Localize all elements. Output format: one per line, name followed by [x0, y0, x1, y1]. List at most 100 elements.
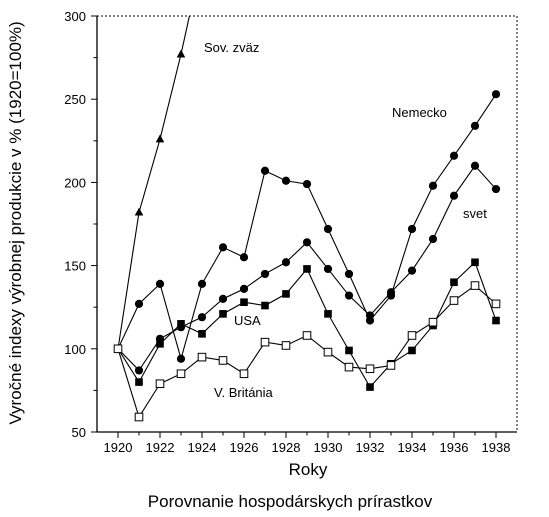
x-tick-label: 1936	[440, 440, 469, 455]
x-tick-label: 1930	[314, 440, 343, 455]
data-point-v-brit-nia	[491, 299, 501, 309]
series-label-nemecko: Nemecko	[392, 105, 447, 120]
data-point-usa	[219, 310, 227, 318]
series-line-v-brit-nia	[117, 284, 497, 419]
data-point-svet	[239, 284, 249, 293]
x-tick-label: 1922	[146, 440, 175, 455]
series-v-brit-nia	[113, 281, 501, 422]
x-tick-label: 1928	[272, 440, 301, 455]
x-tick-label: 1938	[482, 440, 511, 455]
data-point-svet	[323, 264, 333, 274]
data-point-nemecko	[323, 224, 333, 234]
x-axis-title: Roky	[289, 460, 328, 479]
data-point-usa	[408, 346, 416, 355]
series-label-svet: svet	[463, 206, 487, 221]
data-point-svet	[491, 184, 501, 194]
x-axis: 1920 1922 1924 1926 1928 1930 1932 1934 1936 1938	[104, 432, 511, 455]
data-point-v-brit-nia	[365, 364, 375, 374]
data-point-v-brit-nia	[428, 317, 438, 327]
data-point-svet	[428, 234, 438, 244]
data-point-v-brit-nia	[281, 341, 291, 350]
data-point-nemecko	[218, 243, 228, 252]
data-point-usa	[198, 330, 206, 338]
y-tick-label: 50	[72, 425, 86, 440]
data-point-svet	[281, 258, 291, 267]
data-point-v-brit-nia	[407, 331, 417, 340]
series-usa	[114, 258, 500, 391]
series-label-v-brit-nia: V. Británia	[214, 385, 274, 400]
data-point-svet	[407, 266, 417, 275]
data-point-svet	[260, 269, 270, 279]
y-tick-label: 200	[64, 175, 86, 190]
data-point-v-brit-nia	[470, 281, 480, 290]
data-point-usa	[156, 340, 164, 348]
data-point-v-brit-nia	[344, 362, 354, 372]
x-tick-label: 1924	[188, 440, 217, 455]
data-point-svet	[470, 161, 480, 170]
series-sov-zv-z	[113, 16, 190, 352]
data-point-svet	[302, 238, 312, 247]
data-point-usa	[366, 383, 374, 391]
x-tick-label: 1932	[356, 440, 385, 455]
data-point-nemecko	[407, 224, 417, 234]
data-point-usa	[177, 320, 185, 328]
data-point-svet	[449, 191, 459, 200]
series-nemecko	[113, 90, 501, 363]
data-point-nemecko	[134, 299, 144, 308]
data-point-usa	[471, 258, 479, 267]
data-point-v-brit-nia	[386, 361, 396, 370]
y-tick-label: 150	[64, 259, 86, 274]
data-point-usa	[261, 301, 269, 310]
series-label-usa: USA	[234, 313, 261, 328]
data-point-svet	[134, 366, 144, 375]
data-point-nemecko	[491, 90, 501, 99]
data-point-v-brit-nia	[260, 337, 270, 347]
data-point-v-brit-nia	[176, 369, 186, 379]
data-point-v-brit-nia	[302, 331, 312, 340]
data-point-v-brit-nia	[449, 296, 459, 305]
y-axis-title: Vyročné indexy výrobnej produkcie v % (1…	[6, 21, 25, 424]
data-point-usa	[303, 265, 311, 273]
x-tick-label: 1920	[104, 440, 133, 455]
data-point-nemecko	[281, 176, 291, 185]
data-point-nemecko	[155, 279, 165, 289]
data-point-sov-zv-z	[155, 134, 165, 143]
data-point-svet	[344, 291, 354, 300]
y-axis: 50 100 150 200 250 300	[64, 9, 97, 440]
plot-frame	[96, 15, 518, 433]
data-point-usa	[135, 378, 143, 386]
series-layer	[113, 16, 501, 422]
data-point-nemecko	[302, 179, 312, 189]
data-point-svet	[218, 294, 228, 303]
data-point-v-brit-nia	[113, 344, 123, 354]
data-point-usa	[240, 298, 248, 307]
data-point-nemecko	[176, 354, 186, 363]
data-point-usa	[345, 346, 353, 355]
series-line-usa	[117, 261, 497, 389]
series-label-sov-zv-z: Sov. zväz	[204, 40, 259, 55]
data-point-nemecko	[239, 253, 249, 262]
data-point-usa	[450, 278, 458, 287]
data-point-v-brit-nia	[218, 356, 228, 365]
chart-caption: Porovnanie hospodárskych prírastkov	[148, 492, 433, 511]
data-point-nemecko	[344, 269, 354, 279]
x-tick-label: 1934	[398, 440, 427, 455]
data-point-svet	[197, 313, 207, 322]
series-labels: Sov. zväz Nemecko svet USA V. Británia	[204, 40, 487, 400]
data-point-usa	[492, 316, 500, 325]
x-tick-label: 1926	[230, 440, 259, 455]
data-point-v-brit-nia	[155, 379, 165, 389]
y-tick-label: 100	[64, 342, 86, 357]
data-point-nemecko	[428, 181, 438, 190]
data-point-svet	[365, 311, 375, 320]
data-point-usa	[282, 290, 290, 298]
data-point-nemecko	[260, 166, 270, 175]
data-point-v-brit-nia	[239, 369, 249, 379]
y-tick-label: 300	[64, 9, 86, 24]
data-point-v-brit-nia	[197, 352, 207, 362]
data-point-v-brit-nia	[323, 347, 333, 357]
data-point-v-brit-nia	[134, 412, 144, 422]
series-line-sov-zv-z	[117, 16, 190, 349]
data-point-nemecko	[470, 121, 480, 130]
